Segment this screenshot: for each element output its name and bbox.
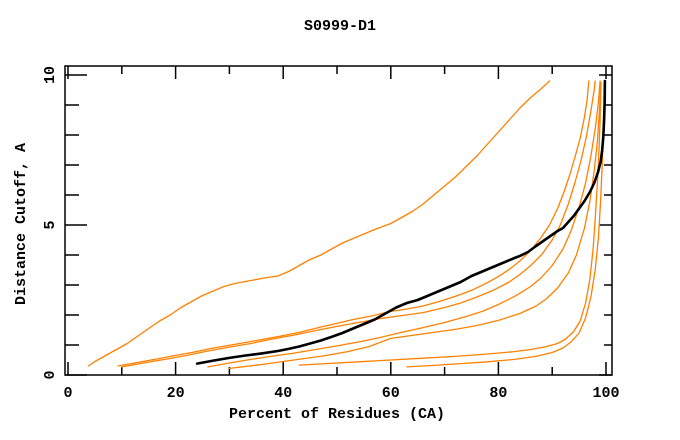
x-tick-label: 20 [167,385,185,402]
curve-orange-late-riser-2 [406,83,605,368]
y-tick-label: 10 [42,66,59,84]
y-tick-label: 5 [42,220,59,229]
curve-orange-bundle-4 [228,81,602,370]
curve-orange-bundle-1 [117,80,590,367]
curve-orange-outlier-left [87,80,551,367]
axis-ticks [65,66,612,376]
x-tick-label: 100 [592,385,619,402]
curve-orange-bundle-3 [207,80,601,368]
curve-black-highlight [195,79,607,365]
curve-orange-bundle-2 [121,80,596,368]
x-tick-label: 80 [489,385,507,402]
x-tick-label: 40 [274,385,292,402]
y-axis-label: Distance Cutoff, A [13,143,30,305]
y-tick-label: 0 [42,370,59,379]
plot-frame [64,65,613,376]
curve-lines [87,79,607,370]
x-tick-label: 60 [382,385,400,402]
x-tick-label: 0 [63,385,72,402]
chart-title: S0999-D1 [304,18,376,35]
x-axis-label: Percent of Residues (CA) [229,406,445,423]
tick-labels: 0 20 40 60 80 100 0 5 10 [42,66,620,402]
curve-orange-late-riser-1 [298,83,602,366]
